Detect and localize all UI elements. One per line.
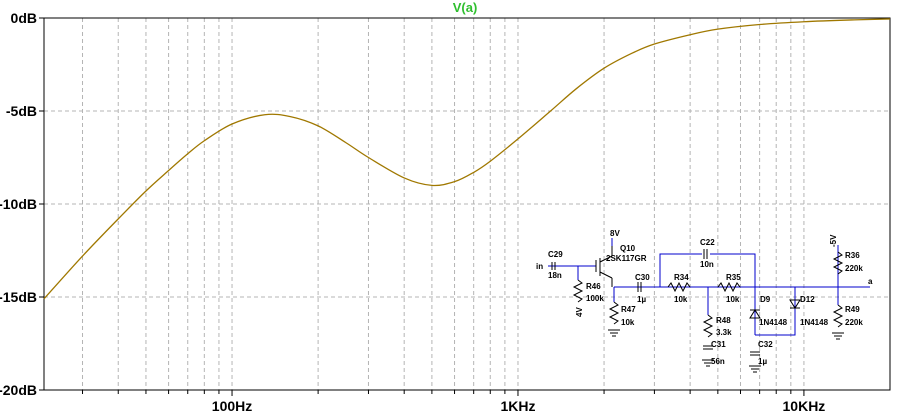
x-tick-label: 1KHz xyxy=(500,398,535,414)
label-c29: C29 xyxy=(548,250,563,259)
label-c31: C31 xyxy=(711,340,726,349)
diode-d12 xyxy=(789,299,801,309)
label-c22-value: 10n xyxy=(700,260,714,269)
wire-d12 xyxy=(755,287,796,336)
label-c32: C32 xyxy=(758,340,773,349)
label-r34-value: 10k xyxy=(674,295,688,304)
label-r35: R35 xyxy=(726,273,741,282)
wire-c22 xyxy=(659,253,756,287)
resistor-r47 xyxy=(608,301,620,325)
y-tick-label: -10dB xyxy=(0,196,37,212)
capacitor-c30 xyxy=(637,282,642,292)
label-q10-value: 2SK117GR xyxy=(606,254,647,263)
y-tick-label: -15dB xyxy=(0,289,37,305)
label-c29-value: 18n xyxy=(548,271,562,280)
y-tick-label: -5dB xyxy=(6,103,37,119)
resistor-r36 xyxy=(832,251,844,275)
label-d12: D12 xyxy=(800,295,815,304)
chart-title: V(a) xyxy=(453,0,478,15)
label-d12-value: 1N4148 xyxy=(800,318,829,327)
ground-c31 xyxy=(702,359,714,367)
label-r34: R34 xyxy=(674,273,689,282)
resistor-r35 xyxy=(717,281,741,293)
schematic xyxy=(548,238,870,373)
label-r47-value: 10k xyxy=(621,318,635,327)
label-r48: R48 xyxy=(716,316,731,325)
label-c22: C22 xyxy=(700,238,715,247)
label-r35-value: 10k xyxy=(726,295,740,304)
label-r36: R36 xyxy=(845,251,860,260)
label-c30: C30 xyxy=(635,273,650,282)
capacitor-c32 xyxy=(750,351,760,356)
label-r46-value: 100k xyxy=(586,294,604,303)
resistor-r34 xyxy=(667,281,691,293)
label-c31-value: 56n xyxy=(711,357,725,366)
transistor-q10 xyxy=(595,246,613,287)
label-r46: R46 xyxy=(586,282,601,291)
y-axis: 0dB -5dB -10dB -15dB -20dB xyxy=(0,10,44,398)
y-tick-label: 0dB xyxy=(11,10,37,26)
label-8v: 8V xyxy=(610,229,620,238)
x-tick-label: 100Hz xyxy=(212,398,252,414)
label-in: in xyxy=(536,262,543,271)
ground-r47 xyxy=(608,329,620,337)
label-c32-value: 1µ xyxy=(758,357,767,366)
x-axis: 100Hz 1KHz 10KHz xyxy=(82,390,826,414)
label-d9-value: 1N4148 xyxy=(759,318,788,327)
resistor-r49 xyxy=(832,304,844,328)
label-r48-value: 3.3k xyxy=(716,328,732,337)
grid xyxy=(44,18,890,390)
series-line-va xyxy=(43,18,891,300)
label-r49-value: 220k xyxy=(845,318,863,327)
label-node-a: a xyxy=(868,277,873,286)
ground-c32 xyxy=(749,365,761,373)
x-tick-label: 10KHz xyxy=(783,398,826,414)
label-q10: Q10 xyxy=(620,244,636,253)
label-4v: 4V xyxy=(575,307,584,317)
capacitor-c22 xyxy=(703,249,708,259)
y-tick-label: -20dB xyxy=(0,382,37,398)
diode-d9 xyxy=(749,309,761,319)
label-minus5v: -5V xyxy=(829,234,838,247)
schematic-labels: C29 18n in Q10 2SK117GR 8V R46 100k 4V C… xyxy=(536,229,873,366)
ground-r49 xyxy=(832,332,844,340)
label-r36-value: 220k xyxy=(845,264,863,273)
capacitor-c31 xyxy=(703,345,713,350)
label-d9: D9 xyxy=(760,295,771,304)
label-c30-value: 1µ xyxy=(637,295,646,304)
label-r49: R49 xyxy=(845,305,860,314)
label-r47: R47 xyxy=(621,305,636,314)
resistor-r46 xyxy=(572,279,584,303)
resistor-r48 xyxy=(702,314,714,338)
capacitor-c29 xyxy=(551,262,556,270)
